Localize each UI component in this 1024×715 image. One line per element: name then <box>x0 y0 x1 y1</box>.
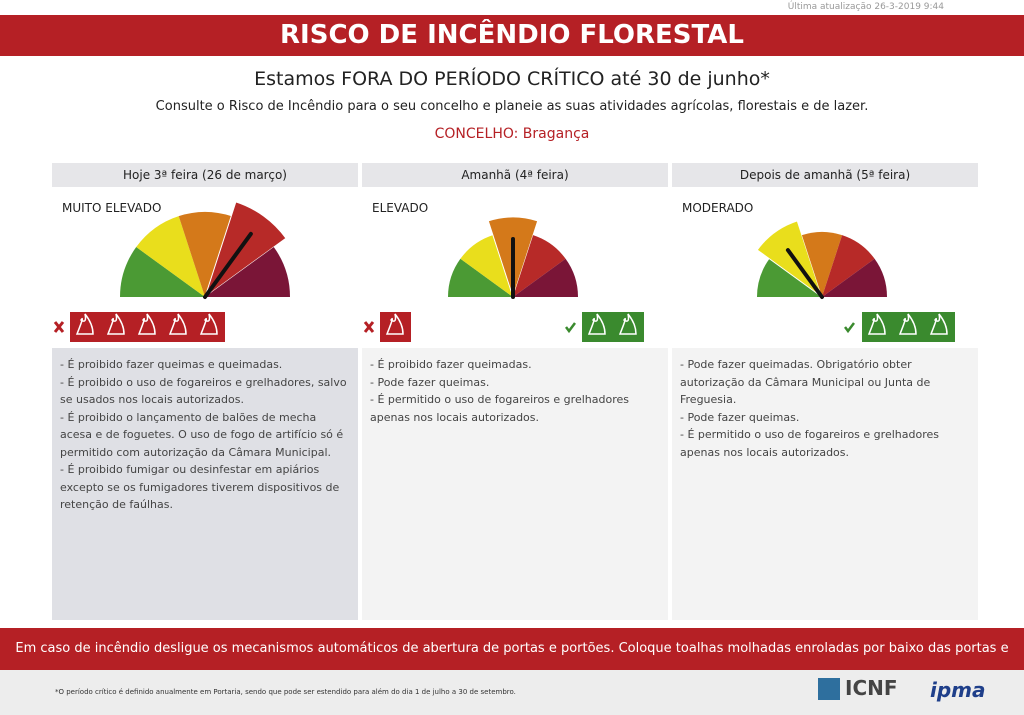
activity-icon <box>168 313 187 335</box>
day-header: Hoje 3ª feira (26 de março) <box>52 163 358 187</box>
gauge-segment <box>204 201 287 299</box>
gauge-needle <box>203 231 253 299</box>
gauge-segment <box>178 212 232 297</box>
rule: - É proibido o lançamento de balões de m… <box>60 410 344 459</box>
gauge-segment <box>448 258 513 297</box>
footnote: *O período crítico é definido anualmente… <box>55 688 516 696</box>
rule: - É proibido fazer queimas e queimadas. <box>60 358 283 371</box>
rule: - É permitido o uso de fogareiros e grel… <box>680 428 939 459</box>
rules: - É proibido fazer queimadas. - Pode faze… <box>362 348 668 620</box>
gauge-segment <box>120 247 205 297</box>
instruction: Consulte o Risco de Incêndio para o seu … <box>155 99 869 114</box>
day-header: Amanhã (4ª feira) <box>362 163 668 187</box>
risk-level: MUITO ELEVADO <box>62 201 162 215</box>
activity-icon <box>867 313 886 335</box>
rules: - É proibido fazer queimas e queimadas. -… <box>52 348 358 620</box>
banner: Em caso de incêndio desligue os mecanism… <box>0 628 1024 698</box>
gauges-and-icons <box>53 201 955 342</box>
gauge-segment <box>136 216 205 297</box>
gauge-segment <box>513 235 566 297</box>
gauge-segment <box>205 247 290 297</box>
icnf-logo: ICNF <box>845 676 898 700</box>
rule: - Pode fazer queimas. <box>370 375 490 389</box>
rule: - É proibido o uso de fogareiros e grelh… <box>60 375 347 407</box>
activity-icon <box>75 313 94 335</box>
activity-icon <box>106 313 125 335</box>
period: Estamos FORA DO PERÍODO CRÍTICO até 30 d… <box>254 68 770 90</box>
day-header: Depois de amanhã (5ª feira) <box>672 163 978 187</box>
gauge-needle <box>785 248 824 299</box>
activity-icon <box>385 313 404 335</box>
icnf-icon <box>818 678 840 700</box>
gauge-segment <box>460 235 513 297</box>
allowed-mark <box>565 322 855 334</box>
activity-icon <box>929 313 948 335</box>
forbidden-mark <box>53 321 375 333</box>
activity-icon <box>898 313 917 335</box>
gauge-segment <box>801 231 843 297</box>
footer <box>0 670 1024 715</box>
activity-icon <box>199 313 218 335</box>
activity-icon <box>587 313 606 335</box>
rule: - É proibido fumigar ou desinfestar em a… <box>60 463 340 511</box>
rule: - Pode fazer queimas. <box>680 410 800 424</box>
gauge-segment <box>513 258 578 297</box>
rule: - É proibido fazer queimadas. <box>370 358 532 371</box>
gauge-segment <box>757 258 822 297</box>
gauge-segment <box>822 258 887 297</box>
risk-level: ELEVADO <box>372 201 429 215</box>
activity-icon <box>618 313 637 335</box>
risk-level: MODERADO <box>682 201 754 215</box>
rule: - É permitido o uso de fogareiros e grel… <box>370 393 629 424</box>
activity-icon <box>137 313 156 335</box>
last-update: Última atualização 26-3-2019 9:44 <box>787 2 944 12</box>
rules: - Pode fazer queimadas. Obrigatório obte… <box>672 348 978 620</box>
rule: - Pode fazer queimadas. Obrigatório obte… <box>680 358 931 406</box>
title: RISCO DE INCÊNDIO FLORESTAL <box>0 15 1024 56</box>
municipality: CONCELHO: Bragança <box>434 126 590 142</box>
gauge-segment <box>822 235 875 297</box>
ipma-logo: ipma <box>930 678 986 702</box>
